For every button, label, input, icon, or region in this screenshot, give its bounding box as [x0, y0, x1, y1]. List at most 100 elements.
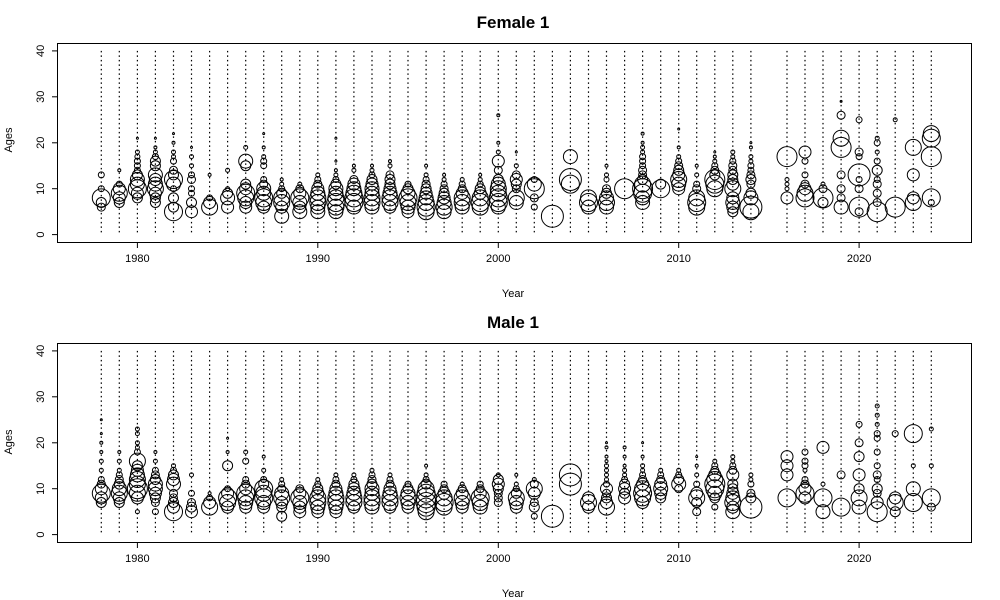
- male-bubble-2020-age-20: [854, 438, 864, 448]
- male-bubble-1982-age-6: [167, 500, 180, 514]
- male-bubble-1988-age-10: [277, 484, 287, 494]
- female-bubble-1981-age-13: [147, 167, 163, 183]
- male-bubble-1990-age-7: [309, 494, 327, 511]
- male-bubble-2022-age-22: [891, 430, 899, 438]
- female-bubble-1997-age-9: [438, 187, 450, 199]
- male-bubble-1986-age-9: [236, 483, 256, 503]
- male-bubble-1982-age-15: [171, 463, 176, 469]
- female-bubble-1981-age-12: [148, 173, 162, 186]
- female-bubble-2016-age-17: [776, 146, 798, 168]
- female-bubble-2002-age-12: [530, 176, 538, 183]
- male-bubble-1992-age-9: [346, 485, 362, 501]
- female-bubble-2014-age-12: [745, 174, 757, 185]
- female-bubble-2000-age-6: [490, 199, 506, 215]
- male-bubble-2001-age-13: [514, 472, 519, 477]
- male-bubble-2001-age-11: [513, 481, 519, 487]
- male-bubble-1996-age-15: [424, 463, 429, 468]
- male-bubble-1992-age-8: [345, 489, 363, 507]
- female-bubble-2019-age-29: [839, 99, 843, 103]
- female-bubble-2004-age-12: [558, 168, 582, 191]
- male-bubble-1996-age-11: [420, 478, 432, 490]
- female-bubble-1989-age-10: [295, 184, 305, 194]
- female-bubble-1999-age-10: [474, 183, 486, 195]
- female-bubble-1980-age-18: [134, 149, 140, 155]
- female-bubble-1997-age-12: [441, 177, 447, 182]
- male-bubble-1989-age-5: [293, 505, 307, 519]
- male-bubble-2024-age-23: [928, 426, 934, 432]
- female-bubble-2012-age-14: [710, 165, 720, 175]
- female-x-axis-label: Year: [502, 288, 525, 300]
- male-bubble-1985-age-21: [226, 436, 230, 440]
- female-bubble-1987-age-19: [261, 145, 266, 150]
- male-bubble-1980-age-20: [134, 440, 140, 446]
- male-bubble-2014-age-13: [748, 472, 754, 478]
- female-bubble-1991-age-10: [328, 181, 344, 197]
- female-bubble-1980-age-21: [135, 136, 139, 140]
- female-bubble-2013-age-11: [726, 177, 740, 191]
- male-bubble-1982-age-9: [169, 488, 178, 498]
- male-bubble-2014-age-12: [748, 477, 754, 482]
- female-bubble-2021-age-16: [873, 157, 881, 165]
- female-bubble-1981-age-11: [147, 176, 163, 192]
- female-bubble-2008-age-19: [640, 144, 646, 150]
- male-y-tick-label-20: 20: [35, 437, 47, 449]
- female-bubble-2000-age-14: [493, 165, 503, 175]
- female-bubble-2008-age-13: [638, 170, 648, 180]
- male-bubble-1989-age-9: [293, 486, 307, 500]
- female-bubble-1982-age-6: [168, 201, 179, 213]
- male-plot-frame: [57, 343, 972, 543]
- female-bubble-2014-age-19: [748, 145, 753, 150]
- male-bubble-2012-age-6: [711, 503, 719, 511]
- male-bubble-2000-age-9: [493, 488, 503, 498]
- female-bubble-2012-age-13: [709, 169, 721, 181]
- female-bubble-2024-age-22: [922, 125, 940, 143]
- male-bubble-1980-age-10: [126, 478, 148, 500]
- male-bubble-2006-age-16: [604, 459, 609, 464]
- female-bubble-1991-age-9: [328, 185, 344, 201]
- male-bubble-1979-age-12: [114, 475, 124, 484]
- female-bubble-1994-age-6: [383, 200, 397, 214]
- male-bubble-2002-age-7: [529, 498, 539, 507]
- male-bubble-2023-age-22: [903, 424, 923, 444]
- male-bubble-1979-age-10: [111, 481, 127, 497]
- female-bubble-1981-age-8: [149, 192, 161, 204]
- female-bubble-1986-age-8: [237, 189, 255, 207]
- female-bubble-1988-age-4: [274, 208, 290, 224]
- female-y-tick-label-30: 30: [35, 91, 47, 103]
- female-bubble-1993-age-10: [364, 181, 380, 197]
- female-bubble-2010-age-11: [671, 176, 687, 192]
- female-bubble-2008-age-18: [640, 149, 646, 155]
- female-bubble-2014-age-20: [749, 141, 753, 145]
- male-bubble-2011-age-17: [695, 455, 699, 459]
- male-bubble-2014-age-6: [739, 495, 763, 519]
- female-bubble-2000-age-9: [489, 184, 507, 202]
- male-bubble-1981-age-7: [150, 498, 160, 507]
- female-bubble-1986-age-10: [239, 182, 253, 196]
- male-bubble-1987-age-12: [260, 476, 268, 483]
- female-bubble-2020-age-12: [855, 176, 863, 183]
- male-bubble-2017-age-15: [801, 462, 809, 470]
- female-bubble-2019-age-10: [836, 184, 846, 194]
- male-bubble-2002-age-11: [529, 479, 539, 489]
- male-chart-title: Male 1: [487, 313, 539, 332]
- female-bubble-2002-age-10: [523, 178, 545, 200]
- female-bubble-1992-age-8: [344, 188, 364, 208]
- female-bubble-1983-age-7: [186, 197, 197, 208]
- male-bubble-1981-age-16: [152, 458, 158, 464]
- male-bubble-2005-age-8: [582, 491, 595, 505]
- male-bubble-1993-age-7: [363, 494, 381, 511]
- male-bubble-1978-age-20: [99, 440, 104, 445]
- male-bubble-2007-age-15: [622, 463, 627, 468]
- female-bubble-1982-age-14: [169, 165, 178, 175]
- female-bubble-1981-age-7: [149, 197, 161, 208]
- female-bubble-1984-age-6: [201, 198, 219, 216]
- female-bubble-2006-age-8: [599, 190, 614, 206]
- male-bubble-1998-age-11: [459, 481, 465, 487]
- female-bubble-1999-age-6: [471, 198, 489, 216]
- female-bubble-1994-age-12: [384, 174, 396, 185]
- female-bubble-1983-age-15: [189, 163, 194, 169]
- male-bubble-2016-age-17: [780, 450, 794, 464]
- male-bubble-1998-age-7: [454, 495, 470, 510]
- male-bubble-2009-age-9: [654, 486, 668, 500]
- female-bubble-2017-age-10: [798, 182, 812, 196]
